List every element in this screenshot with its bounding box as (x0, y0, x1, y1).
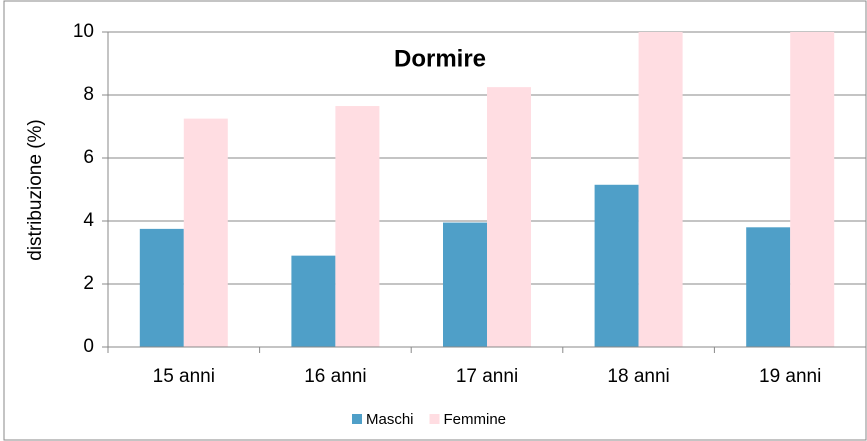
x-tick-label: 18 anni (607, 366, 669, 387)
bar (183, 118, 228, 347)
chart-title: Dormire (394, 45, 486, 72)
y-tick-label: 0 (83, 336, 94, 357)
bar (443, 222, 487, 347)
legend-swatch (352, 414, 362, 424)
x-tick-label: 16 anni (304, 366, 366, 387)
x-tick-label: 15 anni (153, 366, 215, 387)
y-tick-label: 2 (83, 273, 94, 294)
bar (746, 227, 791, 347)
x-tick-label: 19 anni (759, 366, 821, 387)
bar (139, 228, 184, 347)
bar (487, 87, 531, 347)
x-tick-label: 17 anni (456, 366, 518, 387)
bar (594, 184, 639, 347)
y-tick-label: 8 (83, 84, 94, 105)
bar (638, 32, 683, 347)
y-tick-label: 4 (83, 210, 94, 231)
y-axis-label: distribuzione (%) (25, 119, 46, 261)
bar (335, 106, 380, 348)
y-tick-label: 10 (73, 21, 94, 42)
bar (790, 32, 835, 347)
y-tick-label: 6 (83, 147, 94, 168)
bar (291, 255, 336, 347)
legend-swatch (429, 414, 440, 424)
legend-label: Maschi (366, 411, 414, 428)
legend-label: Femmine (444, 411, 507, 428)
